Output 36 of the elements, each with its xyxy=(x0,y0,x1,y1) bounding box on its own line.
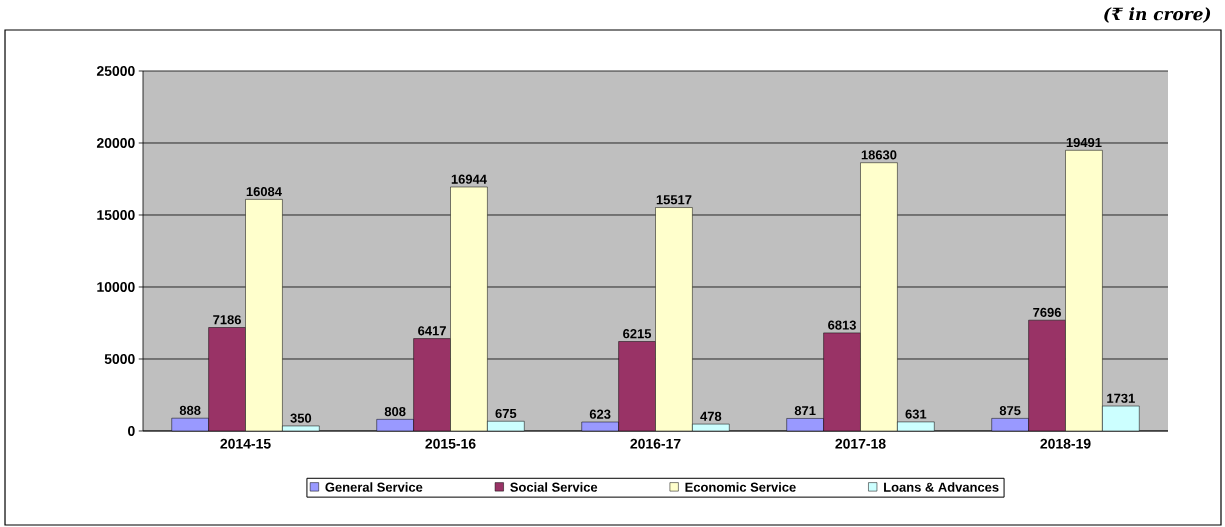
y-tick-label: 20000 xyxy=(96,138,135,148)
data-label: 871 xyxy=(794,406,816,416)
data-label: 7696 xyxy=(1033,307,1061,317)
data-label: 888 xyxy=(179,405,201,415)
y-tick-label: 15000 xyxy=(97,210,135,220)
legend-label: Social Service xyxy=(510,482,598,492)
y-tick-label: 0 xyxy=(128,426,135,436)
data-label: 7186 xyxy=(213,315,241,325)
x-tick-label: 2015-16 xyxy=(425,438,476,449)
data-label: 19491 xyxy=(1066,137,1102,148)
text: (₹ in crore) xyxy=(1104,7,1211,23)
data-label: 16944 xyxy=(451,174,487,184)
data-label: 623 xyxy=(589,409,611,419)
legend-label: Loans & Advances xyxy=(884,482,999,492)
data-label: 15517 xyxy=(656,195,692,205)
data-label: 875 xyxy=(999,406,1021,416)
data-label: 350 xyxy=(290,413,312,423)
data-label: 6813 xyxy=(828,320,856,330)
x-tick-label: 2017-18 xyxy=(835,438,886,449)
x-tick-label: 2016-17 xyxy=(630,438,681,449)
data-label: 6417 xyxy=(418,326,446,336)
y-tick-label: 5000 xyxy=(104,354,135,364)
legend-label: General Service xyxy=(325,482,423,492)
data-label: 808 xyxy=(384,406,406,417)
data-label: 631 xyxy=(905,409,927,419)
data-label: 16084 xyxy=(246,187,282,197)
data-label: 1731 xyxy=(1107,393,1135,403)
data-label: 6215 xyxy=(623,329,652,339)
legend-label: Economic Service xyxy=(685,482,796,492)
data-label: 675 xyxy=(495,408,517,419)
y-tick-label: 25000 xyxy=(96,66,135,76)
x-tick-label: 2018-19 xyxy=(1040,438,1091,449)
data-label: 478 xyxy=(700,411,722,421)
y-tick-label: 10000 xyxy=(97,282,135,292)
x-tick-label: 2014-15 xyxy=(220,438,271,449)
data-label: 18630 xyxy=(861,150,897,160)
